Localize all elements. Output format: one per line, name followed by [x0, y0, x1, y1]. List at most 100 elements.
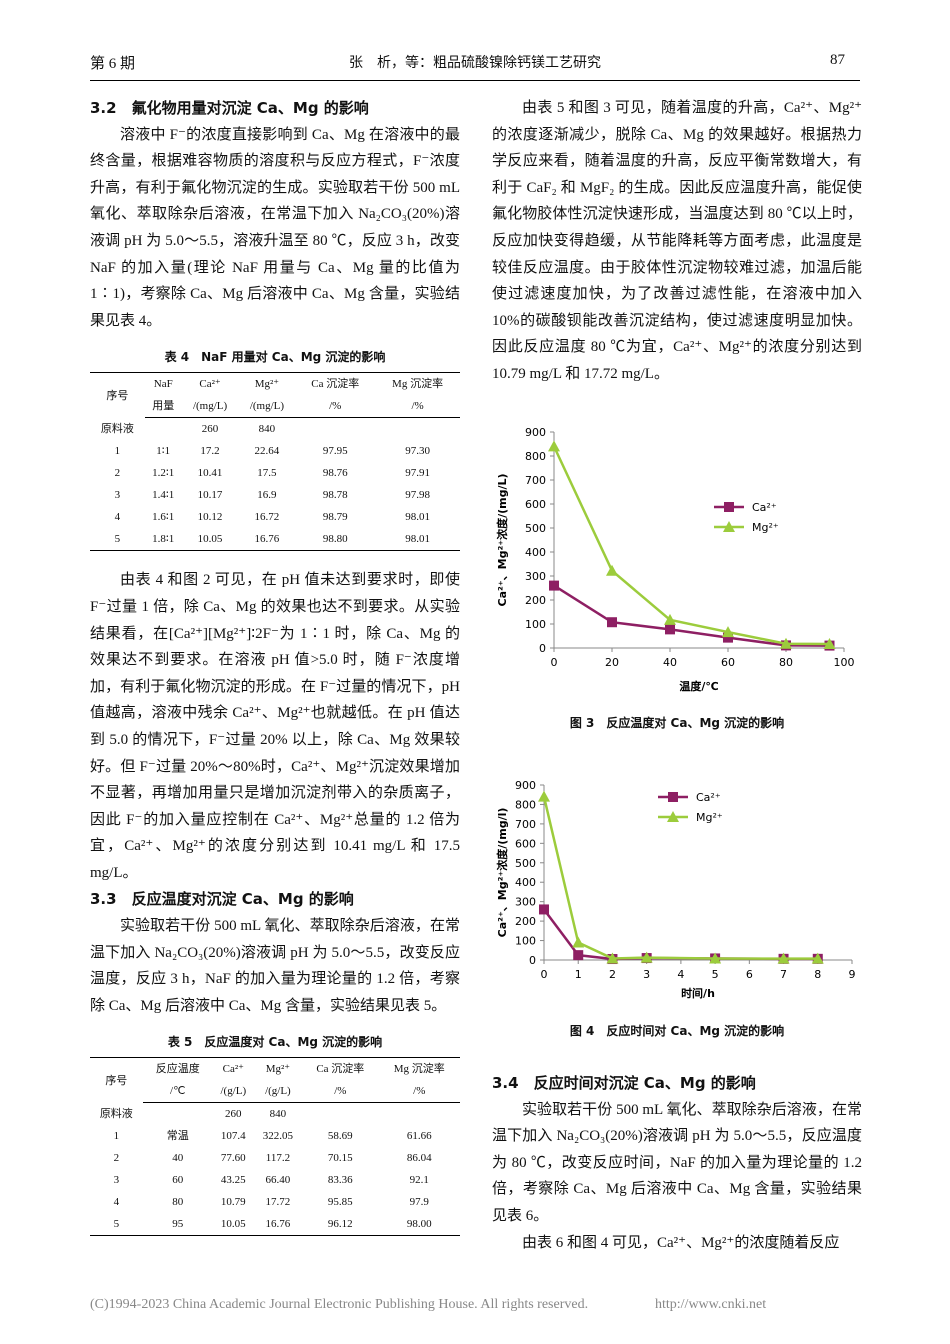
right-column-lower: 3.4 反应时间对沉淀 Ca、Mg 的影响 实验取若干份 500 mL 氧化、萃…: [492, 1070, 862, 1256]
cell: 3: [113, 1174, 120, 1187]
cell: 95: [142, 1213, 213, 1237]
cell: 10.05: [212, 1213, 254, 1237]
cell: 98.78: [322, 489, 348, 502]
marker: [811, 952, 824, 964]
running-title: 张 析，等：粗品硫酸镍除钙镁工艺研究: [349, 56, 601, 71]
y-tick-label: 300: [525, 570, 546, 583]
series-line: [542, 796, 818, 960]
y-axis-label: Ca²⁺、Mg²⁺浓度/(mg/L): [495, 474, 509, 607]
y-tick-label: 600: [525, 498, 546, 511]
x-tick-label: 0: [541, 968, 548, 981]
header-cell: /(g/L): [253, 1080, 303, 1104]
cell: 117.2: [265, 1152, 291, 1165]
cell: [375, 418, 460, 441]
header-cell: Ca 沉淀率: [295, 372, 376, 396]
cell: 107.4: [220, 1130, 246, 1143]
header-cell: Ca²⁺: [212, 1057, 254, 1081]
paragraph: 由表 5 和图 3 可见，随着温度的升高，Ca²⁺、Mg²⁺的浓度逐渐减少，脱除…: [492, 100, 862, 382]
cell: 1.2∶1: [152, 467, 175, 480]
header-cell: Mg²⁺: [253, 1057, 303, 1081]
series-line: [542, 908, 818, 961]
cell: 322.05: [262, 1130, 294, 1143]
cell: 5: [90, 528, 145, 552]
cell: 61.66: [406, 1130, 432, 1143]
y-tick-label: 300: [515, 896, 536, 909]
x-tick-label: 9: [849, 968, 856, 981]
legend-marker: [723, 521, 735, 532]
cell: 5: [90, 1213, 143, 1237]
cell: 70.15: [327, 1152, 353, 1165]
marker: [664, 613, 676, 625]
cell: 98.79: [322, 511, 348, 524]
issue: 第 6 期: [90, 56, 136, 72]
legend-label: Mg²⁺: [696, 811, 723, 824]
cell: 17.72: [265, 1196, 291, 1209]
cell: 10.12: [197, 511, 223, 524]
cell: 22.64: [254, 445, 280, 458]
paragraph: 由表 6 和图 4 可见，Ca²⁺、Mg²⁺的浓度随着反应: [522, 1234, 840, 1251]
y-tick-label: 700: [515, 818, 536, 831]
header-cell: NaF: [144, 372, 182, 396]
page-number: 87: [830, 52, 845, 68]
y-tick-label: 500: [515, 857, 536, 870]
legend-label: Mg²⁺: [752, 521, 779, 534]
legend-marker: [724, 502, 734, 512]
y-tick-label: 700: [525, 474, 546, 487]
marker: [780, 637, 792, 649]
x-tick-label: 8: [814, 968, 821, 981]
cell: 16.9: [257, 489, 277, 502]
marker: [549, 580, 559, 591]
cell: 96.12: [302, 1213, 379, 1237]
cell: 3: [114, 489, 121, 502]
table-caption: 表 5 反应温度对 Ca、Mg 沉淀的影响: [167, 1035, 383, 1050]
cell: 16.76: [253, 1213, 303, 1237]
header-cell: Mg 沉淀率: [378, 1057, 460, 1081]
y-tick-label: 0: [539, 642, 546, 655]
y-tick-label: 200: [525, 594, 546, 607]
cell: 1.6∶1: [152, 511, 175, 524]
url: http://www.cnki.net: [655, 1297, 767, 1312]
cell: 840: [258, 423, 276, 436]
y-tick-label: 0: [529, 954, 536, 967]
header-cell: 用量: [144, 395, 182, 419]
cell: 16.72: [254, 511, 280, 524]
cell: 97.98: [405, 489, 430, 502]
cell: 2: [113, 1152, 120, 1165]
cell: 17.5: [257, 467, 277, 480]
header-cell: Mg 沉淀率: [375, 372, 460, 396]
y-tick-label: 600: [515, 837, 536, 850]
table-caption: 表 4 NaF 用量对 Ca、Mg 沉淀的影响: [164, 350, 386, 365]
x-tick-label: 6: [746, 968, 753, 981]
header-cell: /(mg/L): [181, 395, 239, 419]
legend-label: Ca²⁺: [752, 501, 777, 514]
x-tick-label: 0: [551, 656, 558, 669]
cell: 10.41: [197, 467, 223, 480]
legend-marker: [668, 792, 678, 802]
cell: 40: [172, 1152, 184, 1165]
x-tick-label: 4: [677, 968, 684, 981]
marker: [640, 951, 653, 963]
marker: [548, 440, 560, 452]
cell: 原料液: [100, 423, 134, 436]
paragraph: 实验取若干份 500 mL 氧化、萃取除杂后溶液，在常温下加入 Na₂CO₃(2…: [492, 1101, 862, 1224]
figure-caption: 图 4 反应时间对 Ca、Mg 沉淀的影响: [569, 1024, 785, 1038]
cell: 98.76: [322, 467, 348, 480]
header-cell: /%: [295, 395, 376, 419]
x-tick-label: 60: [721, 656, 735, 669]
marker: [572, 936, 585, 948]
right-column: 由表 5 和图 3 可见，随着温度的升高，Ca²⁺、Mg²⁺的浓度逐渐减少，脱除…: [492, 95, 862, 388]
cell: 92.1: [409, 1174, 429, 1187]
cell: 98.00: [378, 1213, 460, 1237]
marker: [665, 624, 675, 635]
figure-caption: 图 3 反应温度对 Ca、Mg 沉淀的影响: [569, 716, 785, 730]
cell: 260: [201, 423, 219, 436]
marker: [606, 564, 618, 576]
x-tick-label: 5: [712, 968, 719, 981]
y-tick-label: 400: [515, 876, 536, 889]
cell: 86.04: [406, 1152, 432, 1165]
header-cell: 序号: [90, 1057, 143, 1103]
cell: 10.79: [220, 1196, 246, 1209]
cell: 95.85: [327, 1196, 353, 1209]
cell: [295, 418, 375, 441]
cell: 98.01: [405, 511, 430, 524]
